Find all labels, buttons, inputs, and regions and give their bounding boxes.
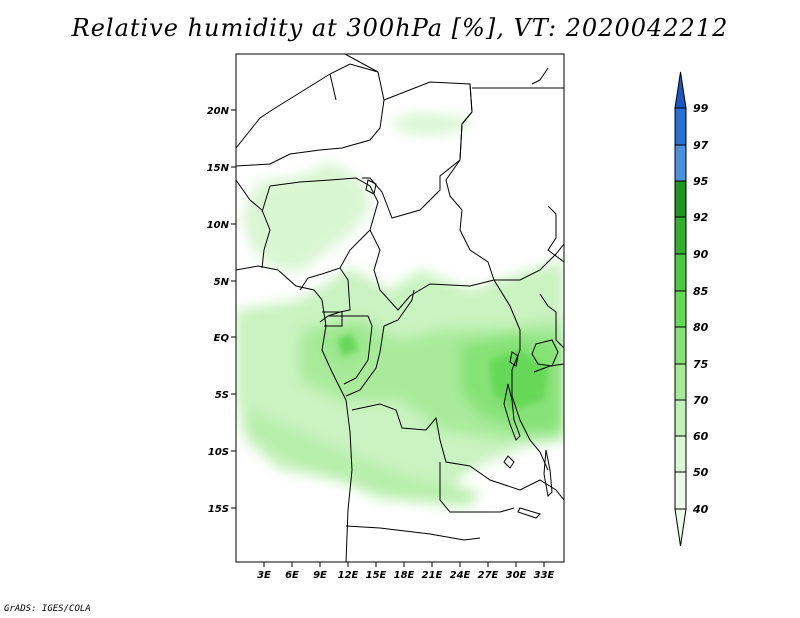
border-burkina — [236, 179, 271, 269]
map-frame — [235, 53, 565, 563]
lon-label: 30E — [506, 570, 527, 581]
lon-label: 24E — [450, 570, 471, 581]
colorbar-label: 85 — [693, 285, 709, 298]
colorbar-label: 60 — [693, 430, 709, 443]
lat-axis: 20N 15N 10N 5N EQ 5S 10S 15S — [207, 106, 236, 515]
colorbar-bin — [674, 399, 687, 437]
lake-kariba — [517, 507, 541, 519]
colorbar-top-arrow — [674, 71, 687, 109]
border-algeria-libya — [329, 73, 337, 101]
lon-label: 3E — [257, 570, 271, 581]
lat-label: 15N — [207, 163, 230, 174]
colorbar-label: 50 — [693, 466, 709, 479]
border-nigeria — [269, 177, 379, 291]
border-zambia-east — [469, 465, 564, 501]
border-drc-drc — [345, 325, 385, 397]
lat-label: 10N — [207, 220, 230, 231]
colorbar-bottom-arrow — [674, 508, 687, 547]
lon-label: 21E — [422, 570, 443, 581]
coastline-west — [236, 265, 353, 562]
lat-label: 15S — [208, 504, 229, 515]
lon-label: 18E — [394, 570, 415, 581]
border-congo-drc — [383, 289, 415, 327]
humidity-region-sahel — [242, 162, 372, 272]
lon-label: 33E — [534, 570, 555, 581]
colorbar-bin — [674, 290, 687, 328]
chart-title: Relative humidity at 300hPa [%], VT: 202… — [71, 14, 729, 42]
border-egypt-east — [531, 67, 549, 85]
lakes — [365, 179, 559, 519]
lat-label: EQ — [214, 333, 230, 344]
lat-label: 5S — [215, 390, 229, 401]
lat-label: 10S — [208, 447, 229, 458]
border-benin-togo — [261, 185, 271, 213]
lake-mweru — [503, 455, 515, 469]
lat-label: 20N — [207, 106, 230, 117]
grads-credit: GrADS: IGES/COLA — [4, 604, 91, 614]
humidity-core-west — [338, 334, 358, 356]
colorbar-bin — [674, 253, 687, 292]
colorbar-bin — [674, 180, 687, 218]
lon-label: 6E — [285, 570, 299, 581]
colorbar-label: 80 — [693, 321, 709, 334]
border-algeria — [236, 63, 379, 149]
colorbar-bin — [674, 471, 687, 510]
colorbar-label: 97 — [693, 139, 709, 152]
lat-label: 5N — [214, 277, 230, 288]
colorbar — [674, 71, 687, 547]
border-niger-chad — [362, 81, 473, 219]
colorbar-bin — [674, 107, 687, 146]
humidity-shading — [236, 112, 564, 506]
colorbar-label: 92 — [693, 211, 709, 224]
lake-malawi — [543, 449, 553, 498]
lon-axis: 3E 6E 9E 12E 15E 18E 21E 24E 27E 30E 33E — [257, 562, 555, 581]
border-uganda-kenya — [539, 293, 564, 349]
border-chad-sudan — [445, 83, 495, 281]
border-angola-zambia — [439, 462, 515, 513]
colorbar-label: 75 — [693, 358, 709, 371]
colorbar-bin — [674, 326, 687, 365]
colorbar-labels: 40 50 60 70 75 80 85 90 92 95 97 99 — [692, 102, 709, 516]
colorbar-label: 95 — [693, 175, 709, 188]
lake-tanganyika — [503, 383, 521, 441]
border-libya-niger — [344, 54, 379, 73]
lon-label: 9E — [313, 570, 327, 581]
lon-label: 27E — [478, 570, 499, 581]
border-angola-north — [351, 403, 471, 467]
border-drc-east — [493, 279, 549, 471]
humidity-region-south-streak — [246, 410, 480, 506]
lake-chad — [365, 179, 377, 195]
border-sudan-south — [494, 243, 564, 281]
lon-label: 15E — [366, 570, 387, 581]
border-mali — [236, 71, 385, 167]
colorbar-label: 90 — [693, 248, 709, 261]
humidity-core-east — [490, 350, 548, 410]
colorbar-bin — [674, 144, 687, 182]
border-cameroon — [319, 267, 351, 323]
lon-label: 12E — [338, 570, 359, 581]
lake-victoria — [531, 339, 559, 367]
border-sudan-ethiopia — [547, 205, 564, 263]
colorbar-label: 99 — [693, 102, 709, 115]
country-borders — [236, 54, 564, 562]
humidity-region-saharan-band — [390, 112, 470, 136]
colorbar-bin — [674, 216, 687, 255]
border-gabon-congo — [328, 315, 373, 385]
border-angola-namibia — [345, 525, 481, 541]
colorbar-label: 70 — [693, 394, 709, 407]
colorbar-label: 40 — [692, 503, 709, 516]
border-eqguinea — [322, 311, 343, 327]
colorbar-bin — [674, 435, 687, 473]
lake-kivu — [509, 351, 519, 367]
border-car — [369, 229, 495, 311]
colorbar-bin — [674, 363, 687, 401]
